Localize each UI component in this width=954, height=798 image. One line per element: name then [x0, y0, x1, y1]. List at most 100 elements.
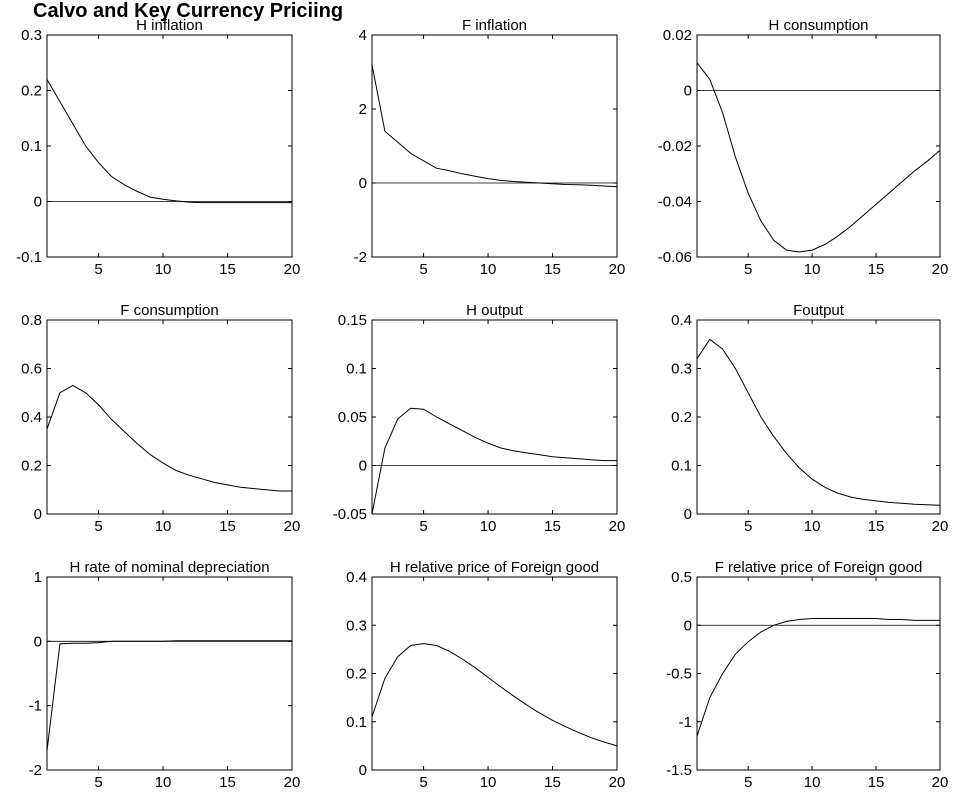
axes-frame [371, 576, 618, 771]
y-tick-label: 1 [34, 569, 42, 586]
series-line [371, 64, 618, 188]
panel-title: H consumption [768, 17, 868, 34]
x-tick-label: 20 [932, 774, 949, 791]
x-tick-label: 20 [609, 518, 626, 535]
series-line [696, 338, 941, 506]
y-tick-label: 0.1 [21, 138, 42, 155]
x-tick-label: 5 [94, 518, 102, 535]
x-tick-label: 15 [219, 261, 236, 278]
figure-title: Calvo and Key Currency Priciing [33, 0, 344, 22]
x-tick-label: 5 [419, 774, 427, 791]
series-line [46, 384, 292, 492]
x-tick-label: 10 [480, 518, 497, 535]
y-tick-label: -1 [29, 698, 42, 715]
x-tick-label: 10 [804, 774, 821, 791]
y-tick-label: 0 [684, 83, 692, 100]
panel-title: H relative price of Foreign good [390, 559, 599, 576]
x-tick-label: 5 [419, 518, 427, 535]
x-tick-label: 5 [94, 774, 102, 791]
panel-9: F relative price of Foreign good 5 10 15 20 -… [666, 559, 948, 791]
x-tick-label: 20 [932, 261, 949, 278]
series-line [696, 618, 940, 737]
x-tick-label: 10 [804, 518, 821, 535]
panel-6: Foutput 5 10 15 20 0 0.1 0.2 0.3 0.4 [671, 302, 948, 535]
x-tick-label: 20 [284, 518, 301, 535]
y-tick-label: 0.1 [346, 361, 367, 378]
y-tick-label: 0.2 [346, 666, 367, 683]
panel-title: F relative price of Foreign good [715, 559, 923, 576]
y-tick-label: 0 [359, 175, 367, 192]
y-tick-label: 0 [684, 617, 692, 634]
axes-frame [46, 34, 293, 258]
panel-title: Foutput [793, 302, 845, 319]
panel-2: F inflation 5 10 15 20 -2 0 2 4 [354, 17, 626, 278]
axes-frame [46, 319, 293, 515]
y-tick-label: -2 [29, 762, 42, 779]
y-tick-label: 0.2 [21, 83, 42, 100]
series-line [46, 640, 292, 751]
y-tick-label: 0 [34, 633, 42, 650]
y-tick-label: 0.4 [671, 312, 692, 329]
y-tick-label: -0.1 [16, 249, 42, 266]
x-tick-label: 5 [419, 261, 427, 278]
y-tick-label: -2 [354, 249, 367, 266]
y-tick-label: 0.3 [346, 617, 367, 634]
x-tick-label: 10 [155, 261, 172, 278]
x-tick-label: 15 [219, 774, 236, 791]
y-tick-label: 0.6 [21, 361, 42, 378]
x-tick-label: 10 [155, 774, 172, 791]
axes-frame [696, 319, 941, 515]
x-tick-label: 5 [94, 261, 102, 278]
y-tick-label: -1.5 [666, 762, 692, 779]
y-tick-label: 0 [34, 506, 42, 523]
y-tick-label: -0.02 [658, 138, 692, 155]
axes-frame [696, 576, 941, 771]
x-tick-label: 20 [609, 261, 626, 278]
axes-frame [371, 34, 618, 258]
y-tick-label: 2 [359, 101, 367, 118]
y-tick-label: 0.8 [21, 312, 42, 329]
panel-4: F consumption 5 10 15 20 0 0.2 0.4 0.6 0.8 [21, 302, 300, 535]
y-tick-label: 0.4 [21, 409, 42, 426]
x-tick-label: 15 [868, 518, 885, 535]
y-tick-label: 0 [359, 762, 367, 779]
x-tick-label: 10 [155, 518, 172, 535]
axes-frame [696, 34, 941, 258]
y-tick-label: 0 [684, 506, 692, 523]
panel-8: H relative price of Foreign good 5 10 15 20 0… [346, 559, 625, 791]
x-tick-label: 20 [284, 261, 301, 278]
x-tick-label: 20 [284, 774, 301, 791]
panel-title: H rate of nominal depreciation [69, 559, 269, 576]
y-tick-label: 0.05 [338, 409, 367, 426]
x-tick-label: 10 [480, 774, 497, 791]
y-tick-label: -0.04 [658, 194, 692, 211]
panel-3: H consumption 5 10 15 20 -0.06 -0.04 -0.02 0 0.02 [658, 17, 949, 278]
panel-5: H output 5 10 15 20 -0.05 0 0.05 0.1 0.15 [333, 302, 626, 535]
y-tick-label: 4 [359, 27, 367, 44]
y-tick-label: 0.1 [346, 714, 367, 731]
x-tick-label: 5 [744, 261, 752, 278]
x-tick-label: 20 [609, 774, 626, 791]
y-tick-label: -0.5 [666, 666, 692, 683]
y-tick-label: -0.06 [658, 249, 692, 266]
axes-frame [371, 319, 618, 515]
y-tick-label: 0.2 [671, 409, 692, 426]
x-tick-label: 10 [804, 261, 821, 278]
x-tick-label: 5 [744, 518, 752, 535]
y-tick-label: 0.4 [346, 569, 367, 586]
x-tick-label: 15 [219, 518, 236, 535]
panel-title: H output [466, 302, 524, 319]
y-tick-label: 0 [34, 194, 42, 211]
y-tick-label: 0.1 [671, 458, 692, 475]
panel-1: H inflation 5 10 15 20 -0.1 0 0.1 0.2 0.3 [16, 17, 300, 278]
series-line [696, 62, 941, 253]
y-tick-label: 0.5 [671, 569, 692, 586]
x-tick-label: 5 [744, 774, 752, 791]
x-tick-label: 15 [544, 518, 561, 535]
y-tick-label: 0.02 [663, 27, 692, 44]
panel-title: F consumption [120, 302, 218, 319]
x-tick-label: 15 [544, 774, 561, 791]
x-tick-label: 20 [932, 518, 949, 535]
y-tick-label: 0.2 [21, 458, 42, 475]
